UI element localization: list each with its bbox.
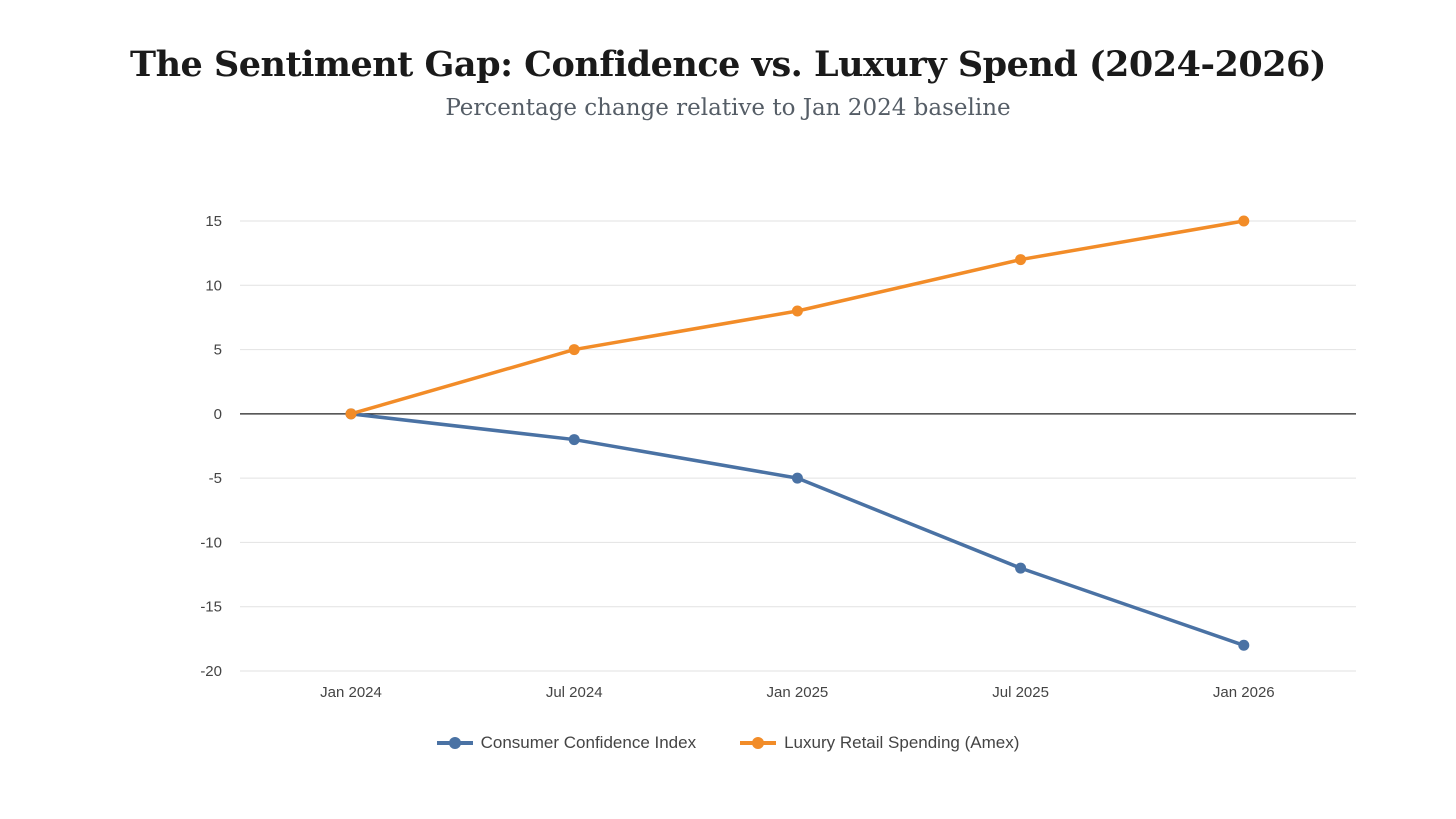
legend-swatch-confidence [436,737,473,749]
data-point-0-3 [1015,562,1027,574]
y-tick-label: 0 [214,406,222,423]
legend-label-luxury: Luxury Retail Spending (Amex) [784,733,1020,752]
data-point-0-1 [568,434,580,446]
x-tick-label: Jan 2026 [1213,684,1275,701]
legend-swatch-luxury [740,737,777,749]
data-point-1-3 [1015,254,1027,266]
y-tick-label: 10 [205,277,222,294]
data-point-1-2 [791,305,803,317]
legend-item-confidence[interactable]: Consumer Confidence Index [436,733,697,753]
y-tick-label: 15 [205,213,222,230]
x-tick-label: Jul 2024 [546,684,603,701]
x-tick-label: Jan 2024 [320,684,382,701]
legend-item-luxury[interactable]: Luxury Retail Spending (Amex) [740,733,1019,753]
data-point-0-4 [1238,639,1250,651]
data-point-1-0 [345,408,357,420]
x-tick-label: Jul 2025 [992,684,1049,701]
y-tick-label: -5 [209,470,222,487]
legend: Consumer Confidence Index Luxury Retail … [0,733,1456,753]
series-line-0 [350,412,1245,647]
chart-title: The Sentiment Gap: Confidence vs. Luxury… [130,44,1326,85]
y-tick-label: -15 [200,599,222,616]
legend-label-confidence: Consumer Confidence Index [480,733,697,752]
y-tick-label: 5 [214,342,222,359]
data-point-1-4 [1238,215,1250,227]
chart-subtitle: Percentage change relative to Jan 2024 b… [445,95,1011,121]
series-line-1 [350,219,1245,416]
y-tick-label: -10 [200,534,222,551]
data-point-1-1 [568,344,580,356]
x-tick-label: Jan 2025 [767,684,829,701]
data-point-0-2 [791,472,803,484]
y-tick-label: -20 [200,663,222,680]
